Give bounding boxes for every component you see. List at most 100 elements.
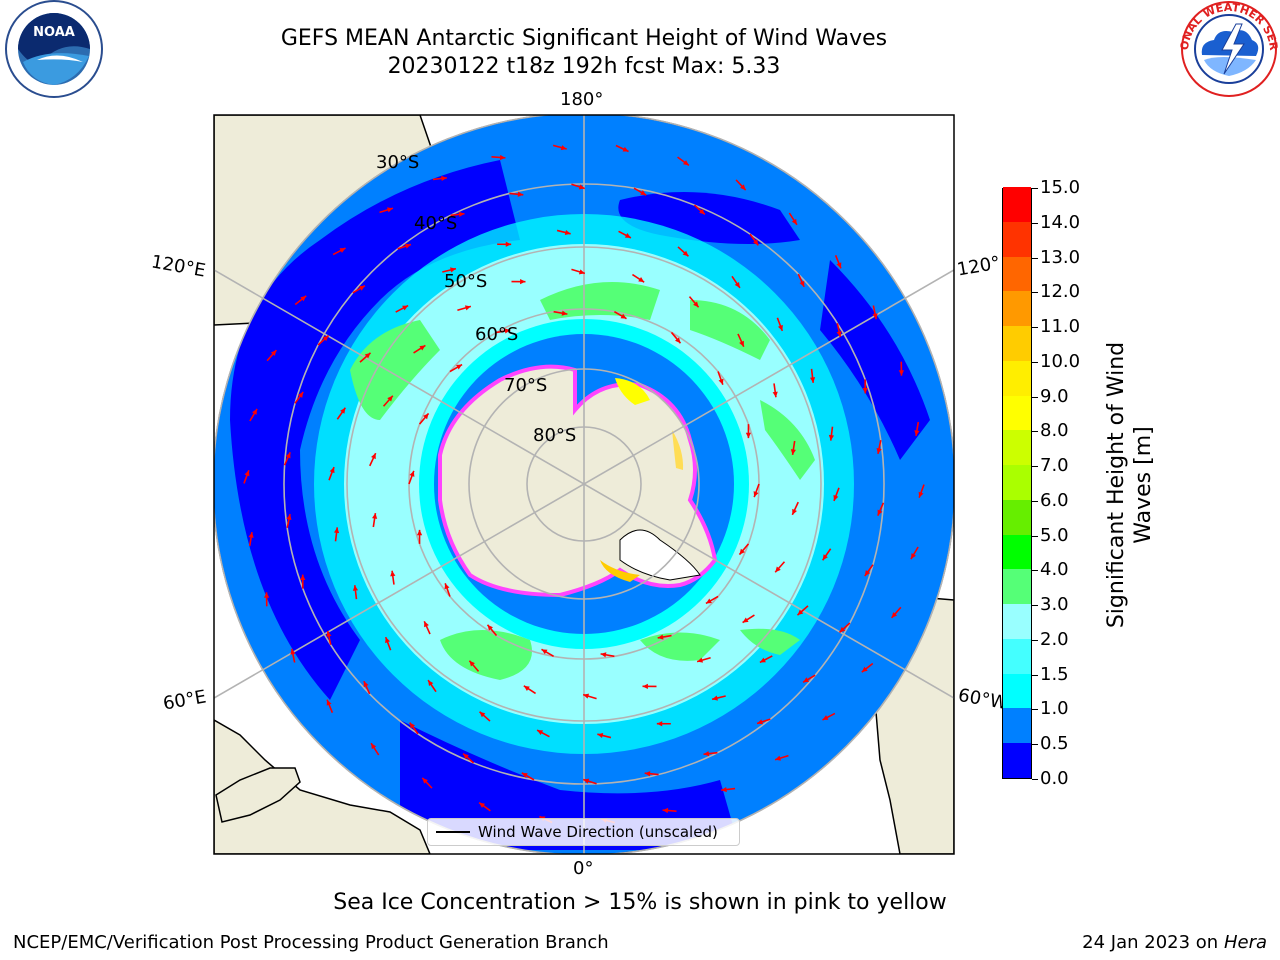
wave-arrow-head [790,449,796,455]
colorbar-tick-mark [1032,222,1038,224]
colorbar-tick-label: 5.0 [1040,524,1069,546]
wave-arrow-head [803,677,810,683]
wave-arrow-head [872,313,878,320]
legend-label: Wind Wave Direction (unscaled) [478,823,718,841]
colorbar-tick-label: 4.0 [1040,559,1069,581]
wave-arrow-head [877,509,883,516]
colorbar-segment [1003,638,1031,674]
wave-arrow-head [363,681,369,688]
date-stamp: 24 Jan 2023 on Hera [1082,932,1267,953]
wave-arrow-head [404,243,411,249]
wave-arrow-head [441,175,447,182]
map-subtitle: 20230122 t18z 192h fcst Max: 5.33 [387,54,781,79]
sea-ice-note: Sea Ice Concentration > 15% is shown in … [0,890,1280,915]
wave-arrow-head [745,432,752,439]
wave-arrow-head [657,634,664,640]
colorbar-tick-label: 3.0 [1040,594,1069,616]
wave-arrow-head [385,637,391,644]
colorbar-tick-label: 2.0 [1040,628,1069,650]
wave-arrow-head [597,732,604,739]
wave-arrow-head [424,621,429,628]
wave-arrow-head [620,313,627,319]
colorbar-segment [1003,464,1031,500]
wave-arrow-head [918,491,924,498]
wave-arrow-head [505,241,512,247]
wave-arrow-head [753,491,759,498]
colorbar-segment [1003,742,1031,778]
wave-arrow-head [263,592,270,598]
colorbar-tick-mark [1032,535,1038,537]
colorbar-segment [1003,673,1031,709]
wave-arrow-head [387,395,393,402]
wave-arrow-head [739,548,745,555]
wave-arrow-head [718,378,724,385]
colorbar-tick-mark [1032,361,1038,363]
colorbar-tick-label: 7.0 [1040,455,1069,477]
wave-arrow-head [799,280,805,287]
map-legend: Wind Wave Direction (unscaled) [427,818,740,846]
colorbar-tick-mark [1032,188,1038,189]
wave-arrow-head [541,649,548,655]
wave-arrow-head [638,277,645,283]
lat-label-40s: 40°S [414,213,458,234]
colorbar-label-line1: Significant Height of Wind [1104,341,1129,629]
wave-arrow-head [775,566,781,573]
wave-arrow-head [578,184,585,190]
wave-arrow-head [891,612,898,618]
colorbar-segment [1003,499,1031,535]
wave-arrow-head [402,305,409,311]
wave-arrow-head [520,279,526,285]
colorbar-tick-mark [1032,674,1038,676]
wave-arrow-head [423,413,429,420]
wave-arrow-head [244,470,250,477]
map-title: GEFS MEAN Antarctic Significant Height o… [280,26,888,51]
wave-arrow-head [682,160,689,166]
date-text: 24 Jan 2023 on [1082,932,1219,953]
colorbar-tick-label: 11.0 [1040,316,1081,338]
wave-arrow-head [358,285,365,291]
wave-arrow-head [833,494,839,501]
lat-label-50s: 50°S [444,271,488,292]
colorbar-tick-label: 10.0 [1040,350,1081,372]
wave-arrow-head [861,666,868,673]
wave-arrow-head [322,335,329,342]
lat-label-30s: 30°S [376,152,420,173]
wave-arrow-head [822,554,828,561]
lat-label-80s: 80°S [533,425,577,446]
wave-arrow-head [740,184,746,191]
colorbar-segment [1003,603,1031,639]
wave-arrow-head [387,207,393,213]
wave-arrow-head [910,553,916,560]
wave-arrow-head [463,753,469,760]
wave-arrow-head [561,310,568,316]
wave-arrow-head [523,685,530,691]
colorbar-segment [1003,256,1031,292]
colorbar-segment [1003,290,1031,327]
colorbar-tick-label: 13.0 [1040,246,1081,268]
colorbar [1002,186,1032,779]
wave-arrow-head [487,624,493,631]
lon-label-180: 180° [560,89,604,110]
wave-arrow-head [499,154,506,161]
wave-arrow-head [564,229,571,236]
wave-arrow-head [409,722,415,729]
wave-arrow-head [583,778,590,784]
colorbar-tick-label: 1.0 [1040,698,1069,720]
wave-arrow-head [390,570,396,577]
colorbar-tick-mark [1032,779,1038,780]
wave-arrow-head [270,350,277,356]
wave-arrow-head [329,467,335,474]
wave-arrow-head [642,683,648,689]
colorbar-tick-label: 0.5 [1040,733,1069,755]
wave-arrow-head [521,772,528,778]
colorbar-tick-label: 15.0 [1040,177,1081,198]
wave-arrow-head [809,377,816,383]
wave-arrow-head [898,370,905,376]
wave-arrow-head [792,508,797,515]
lat-label-60s: 60°S [475,324,519,345]
sea-ice-note-text: Sea Ice Concentration > 15% is shown in … [333,890,947,915]
colorbar-label: Significant Height of Wind Waves [m] [1103,342,1157,628]
wave-arrow-head [759,657,766,663]
wave-arrow-head [624,233,631,238]
colorbar-segment [1003,568,1031,605]
